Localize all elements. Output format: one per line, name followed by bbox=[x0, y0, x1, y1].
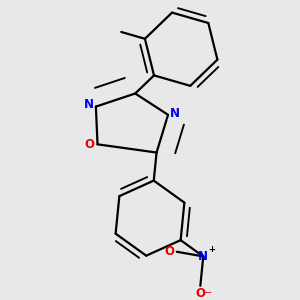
Text: O: O bbox=[165, 245, 175, 258]
Text: N: N bbox=[198, 250, 208, 263]
Text: N: N bbox=[170, 107, 180, 120]
Text: −: − bbox=[205, 288, 213, 298]
Text: O: O bbox=[84, 138, 94, 151]
Text: O: O bbox=[195, 286, 205, 299]
Text: +: + bbox=[208, 245, 215, 254]
Text: N: N bbox=[84, 98, 94, 112]
